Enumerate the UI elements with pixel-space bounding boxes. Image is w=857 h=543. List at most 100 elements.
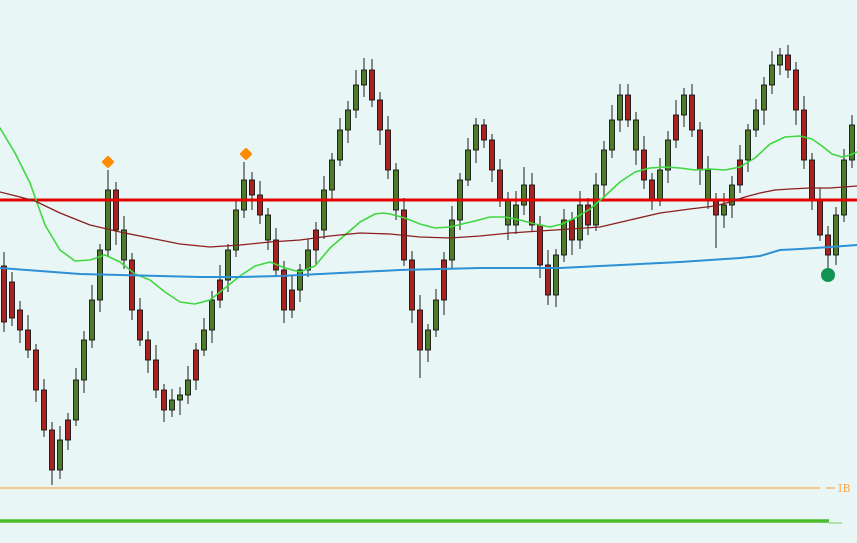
candle-body-up [753, 109, 759, 131]
candle-body-up [169, 399, 175, 411]
candle-body-up [665, 139, 671, 171]
candle-body-down [585, 204, 591, 226]
buy-signal-marker [821, 268, 835, 282]
candle-body-down [369, 69, 375, 101]
candle-body-up [505, 199, 511, 226]
candle-body-down [649, 179, 655, 201]
candle-body-up [577, 204, 583, 241]
candle-body-down [9, 281, 15, 319]
candle-body-up [465, 149, 471, 181]
candle-body-up [633, 119, 639, 151]
candle-body-up [561, 219, 567, 256]
ib-label: IB [838, 482, 850, 495]
candle-body-up [769, 64, 775, 86]
candle-body-down [793, 69, 799, 111]
candle-body-down [825, 234, 831, 256]
candle-body-up [73, 379, 79, 421]
candle-body-up [729, 184, 735, 206]
candle-body-up [185, 379, 191, 396]
candle-body-up [345, 109, 351, 131]
candle-body-up [209, 299, 215, 331]
candle-body-up [305, 249, 311, 271]
candle-body-up [609, 119, 615, 151]
candle-body-down [801, 109, 807, 161]
candle-body-up [321, 189, 327, 231]
candle-body-up [297, 269, 303, 291]
candle-body-down [441, 259, 447, 301]
candle-body-down [737, 159, 743, 186]
candle-body-down [417, 309, 423, 351]
sell-signal-marker-1 [102, 156, 114, 168]
candle-body-up [721, 204, 727, 216]
candle-body-up [329, 159, 335, 191]
candle-body-down [281, 269, 287, 311]
candle-body-down [65, 419, 71, 441]
candle-body-up [617, 94, 623, 121]
candle-body-up [777, 54, 783, 66]
candle-body-up [849, 124, 855, 161]
candle-body-down [17, 309, 23, 331]
long-ma-line [0, 244, 857, 278]
candle-body-down [257, 194, 263, 216]
candle-body-down [569, 219, 575, 241]
slow-ma-line [0, 185, 857, 248]
candle-body-up [89, 299, 95, 341]
candle-body-up [705, 169, 711, 201]
candle-body-down [497, 169, 503, 201]
candle-body-up [833, 214, 839, 256]
candle-body-down [137, 309, 143, 341]
candle-body-up [225, 249, 231, 281]
candle-body-down [249, 179, 255, 196]
candle-body-down [273, 239, 279, 271]
candle-body-down [481, 124, 487, 141]
candle-body-up [425, 329, 431, 351]
candle-body-down [113, 189, 119, 231]
candle-body-down [545, 264, 551, 296]
candle-body-up [265, 214, 271, 241]
candle-body-down [529, 184, 535, 226]
candle-body-up [121, 229, 127, 261]
candle-body-up [761, 84, 767, 111]
sell-signal-marker-2 [240, 148, 252, 160]
candle-body-down [193, 349, 199, 381]
candle-body-down [673, 114, 679, 141]
candle-body-up [521, 184, 527, 206]
candle-body-down [289, 289, 295, 311]
candle-body-up [105, 189, 111, 251]
candle-body-down [689, 94, 695, 131]
candle-body-up [745, 129, 751, 161]
candle-body-down [49, 429, 55, 471]
candle-body-up [473, 124, 479, 151]
candle-body-up [681, 94, 687, 116]
candle-body-down [641, 149, 647, 181]
candle-body-up [513, 204, 519, 226]
candle-body-down [1, 265, 7, 323]
candle-body-down [161, 389, 167, 411]
candle-body-up [433, 299, 439, 331]
candle-body-up [361, 69, 367, 86]
candle-body-down [625, 94, 631, 121]
candle-body-up [177, 394, 183, 401]
candle-body-down [33, 349, 39, 391]
candle-body-up [393, 169, 399, 211]
fast-ma-line [0, 127, 857, 305]
candle-body-down [129, 259, 135, 311]
candle-body-down [489, 139, 495, 171]
candle-body-up [241, 179, 247, 211]
candle-body-up [657, 169, 663, 201]
candle-body-down [313, 229, 319, 251]
candle-body-down [713, 199, 719, 216]
candle-body-down [153, 359, 159, 391]
candle-body-up [553, 254, 559, 296]
candle-body-up [81, 339, 87, 381]
candle-body-down [785, 54, 791, 71]
candle-body-up [201, 329, 207, 351]
candle-body-down [809, 159, 815, 201]
candle-body-down [409, 259, 415, 311]
candle-body-down [41, 389, 47, 431]
candle-body-down [817, 199, 823, 236]
candle-body-down [385, 129, 391, 171]
candle-body-down [25, 329, 31, 351]
